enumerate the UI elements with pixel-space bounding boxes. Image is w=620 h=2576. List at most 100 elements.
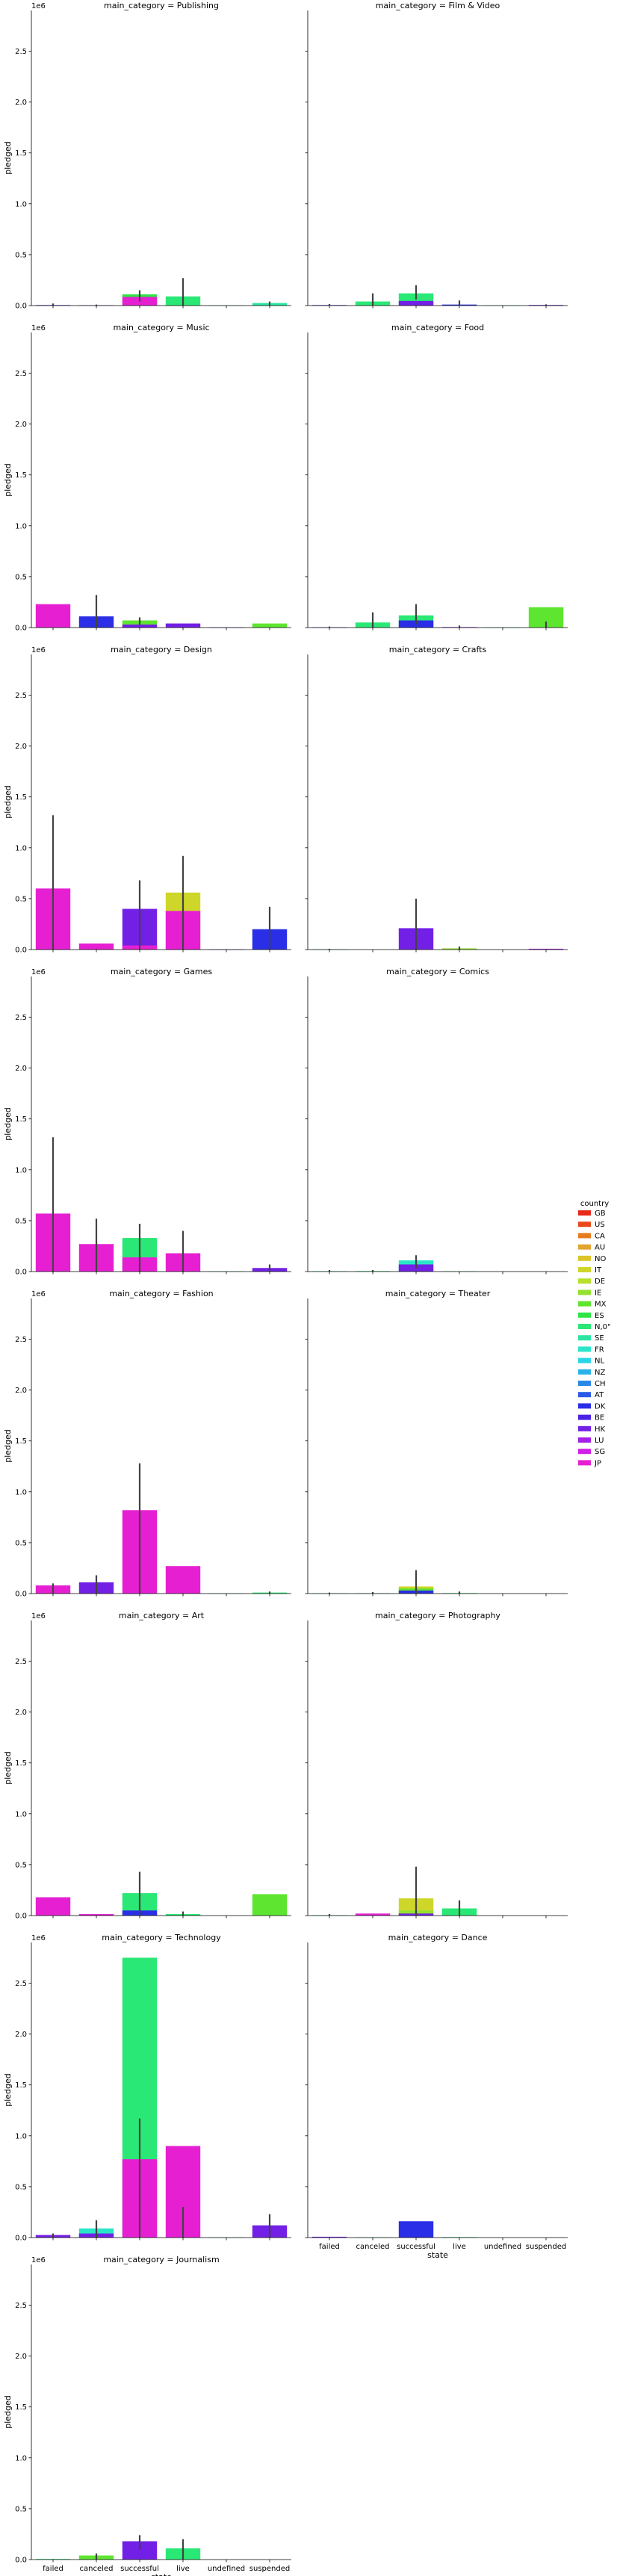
facet-title: main_category = Photography xyxy=(375,1611,500,1620)
legend-swatch xyxy=(578,1449,591,1455)
y-offset-label: 1e6 xyxy=(31,1290,46,1298)
y-offset-label: 1e6 xyxy=(31,1612,46,1620)
y-tick-label: 2.5 xyxy=(15,370,27,378)
y-offset-label: 1e6 xyxy=(31,324,46,332)
facet-title: main_category = Dance xyxy=(388,1933,488,1942)
legend-label: FR xyxy=(595,1346,604,1354)
y-tick-label: 0.0 xyxy=(15,1913,27,1921)
legend-label: US xyxy=(595,1221,605,1229)
facet-title: main_category = Crafts xyxy=(389,645,487,654)
legend-label: MX xyxy=(595,1301,607,1309)
y-tick-label: 2.0 xyxy=(15,1065,27,1073)
y-axis-label: pledged xyxy=(3,1429,13,1463)
legend-swatch xyxy=(578,1210,591,1216)
y-offset-label: 1e6 xyxy=(31,2256,46,2264)
legend-swatch xyxy=(578,1425,591,1431)
bar xyxy=(78,1913,114,1916)
y-axis-label: pledged xyxy=(3,2073,13,2107)
y-tick-label: 2.5 xyxy=(15,1658,27,1666)
facet-title: main_category = Technology xyxy=(102,1933,221,1942)
bar xyxy=(122,624,158,628)
facet-title: main_category = Publishing xyxy=(104,1,219,10)
y-tick-label: 0.0 xyxy=(15,625,27,633)
legend-swatch xyxy=(578,1437,591,1443)
facet-film-video: main_category = Film & Video xyxy=(305,1,568,309)
facet-art: main_category = Art 0.0 0.5 1.0 1.5 2.0 2.5 1e6… xyxy=(3,1611,291,1921)
y-tick-label: 1.5 xyxy=(15,149,27,158)
x-tick-label: canceled xyxy=(80,2565,114,2573)
legend-title: country xyxy=(580,1200,609,1208)
legend-swatch xyxy=(578,1392,591,1398)
legend-swatch xyxy=(578,1301,591,1307)
legend-label: BE xyxy=(595,1414,604,1422)
facet-dance: main_category = Dance failed canceled succe… xyxy=(305,1933,568,2260)
legend-swatch xyxy=(578,1278,591,1284)
legend-swatch xyxy=(578,1335,591,1341)
y-tick-label: 2.5 xyxy=(15,1336,27,1344)
y-tick-label: 2.5 xyxy=(15,1014,27,1022)
y-offset-label: 1e6 xyxy=(31,1934,46,1942)
facet-crafts: main_category = Crafts xyxy=(305,645,568,953)
y-axis-label: pledged xyxy=(3,1751,13,1785)
bar xyxy=(398,2221,434,2238)
x-tick-label: successful xyxy=(397,2243,435,2251)
x-axis-label: state xyxy=(427,2250,448,2260)
y-tick-label: 0.5 xyxy=(15,1217,27,1225)
x-tick-label: live xyxy=(453,2243,466,2251)
x-tick-label: undefined xyxy=(208,2565,245,2573)
y-tick-label: 1.5 xyxy=(15,1115,27,1124)
y-tick-label: 1.5 xyxy=(15,2403,27,2412)
y-tick-label: 2.0 xyxy=(15,1709,27,1717)
facet-title: main_category = Art xyxy=(119,1611,205,1620)
facet-title: main_category = Comics xyxy=(386,967,489,976)
legend-label: IT xyxy=(595,1266,602,1275)
x-tick-label: canceled xyxy=(356,2243,390,2251)
legend-swatch xyxy=(578,1369,591,1375)
facet-games: main_category = Games 0.0 0.5 1.0 1.5 2.0 2.5 1… xyxy=(3,967,291,1277)
legend-swatch xyxy=(578,1289,591,1295)
bar xyxy=(311,2236,347,2238)
legend-label: CA xyxy=(595,1232,605,1240)
y-tick-label: 0.5 xyxy=(15,2505,27,2513)
bar xyxy=(355,1913,391,1916)
x-tick-label: live xyxy=(176,2565,190,2573)
legend-label: AT xyxy=(595,1391,604,1399)
y-tick-label: 2.0 xyxy=(15,743,27,751)
legend-swatch xyxy=(578,1267,591,1272)
legend-label: JP xyxy=(594,1459,601,1467)
legend-swatch xyxy=(578,1312,591,1318)
facet-theater: main_category = Theater xyxy=(305,1289,568,1597)
legend-swatch xyxy=(578,1357,591,1363)
bar xyxy=(252,623,288,628)
y-tick-label: 1.0 xyxy=(15,522,27,530)
legend-swatch xyxy=(578,1233,591,1239)
y-tick-label: 1.0 xyxy=(15,2454,27,2462)
y-tick-label: 1.5 xyxy=(15,2081,27,2090)
legend-swatch xyxy=(578,1414,591,1420)
x-tick-label: failed xyxy=(319,2243,340,2251)
y-tick-label: 1.0 xyxy=(15,1488,27,1496)
x-tick-label: suspended xyxy=(249,2565,290,2573)
y-offset-label: 1e6 xyxy=(31,2,46,10)
facet-title: main_category = Theater xyxy=(385,1289,491,1298)
facet-technology: main_category = Technology 0.0 0.5 1.0 1.5 2.… xyxy=(3,1933,291,2243)
y-tick-label: 0.0 xyxy=(15,1591,27,1599)
facet-title: main_category = Music xyxy=(113,323,209,332)
y-offset-label: 1e6 xyxy=(31,646,46,654)
legend-swatch xyxy=(578,1324,591,1329)
y-tick-label: 1.0 xyxy=(15,1810,27,1818)
y-tick-label: 0.5 xyxy=(15,573,27,581)
y-axis-label: pledged xyxy=(3,2395,13,2429)
y-tick-label: 1.0 xyxy=(15,844,27,852)
y-axis-label: pledged xyxy=(3,141,13,175)
legend-swatch xyxy=(578,1244,591,1250)
facet-design: main_category = Design 0.0 0.5 1.0 1.5 2.0 2.5… xyxy=(3,645,291,955)
x-tick-label: failed xyxy=(43,2565,63,2573)
y-axis-label: pledged xyxy=(3,463,13,497)
facet-photography: main_category = Photography xyxy=(305,1611,568,1919)
y-tick-label: 1.0 xyxy=(15,2132,27,2140)
legend-swatch xyxy=(578,1381,591,1386)
y-tick-label: 2.0 xyxy=(15,2031,27,2039)
y-axis-label: pledged xyxy=(3,1107,13,1141)
x-tick-label: successful xyxy=(120,2565,159,2573)
